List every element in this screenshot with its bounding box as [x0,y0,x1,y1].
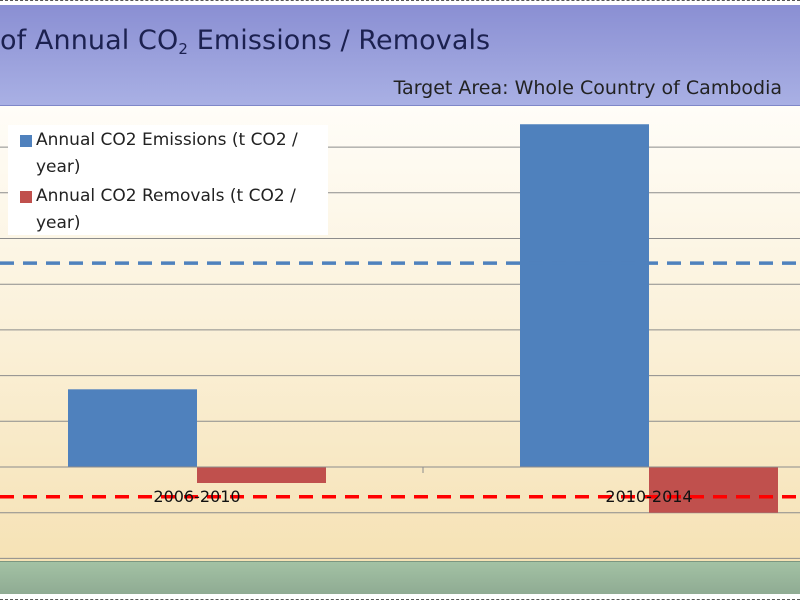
chart-header: of Annual CO2 Emissions / Removals Targe… [0,5,800,106]
category-labels: 2006-2010 2010-2014 [153,487,692,506]
bar-emissions [68,389,197,467]
category-label: 2006-2010 [153,487,240,506]
legend-label-emissions: Annual CO2 Emissions (t CO2 / year) [36,130,298,177]
title-subscript: 2 [178,40,189,58]
footer-band [0,561,800,594]
legend: Annual CO2 Emissions (t CO2 / year) Annu… [8,125,328,235]
legend-swatch-emissions [20,135,32,147]
legend-item-emissions: Annual CO2 Emissions (t CO2 / year) [8,127,328,181]
chart-title: of Annual CO2 Emissions / Removals [0,25,490,58]
bar-emissions [520,124,649,467]
reference-lines [0,261,800,499]
bar-removals [197,467,326,483]
legend-swatch-removals [20,191,32,203]
legend-label-removals: Annual CO2 Removals (t CO2 / year) [36,186,296,233]
legend-item-removals: Annual CO2 Removals (t CO2 / year) [8,183,328,237]
category-label: 2010-2014 [605,487,692,506]
category-axis [0,466,800,473]
title-text-post: Emissions / Removals [188,25,491,56]
chart-subtitle: Target Area: Whole Country of Cambodia [393,77,782,99]
title-text-pre: of Annual CO [0,25,179,56]
bar-removals [649,467,778,513]
bars [68,124,778,513]
